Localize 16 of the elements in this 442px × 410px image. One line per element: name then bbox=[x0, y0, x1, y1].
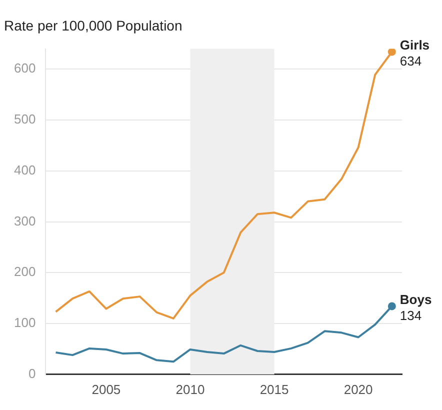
y-tick-label: 300 bbox=[14, 213, 36, 228]
data-label: 634 bbox=[400, 53, 422, 68]
x-tick-label: 2005 bbox=[92, 382, 121, 397]
x-tick-label: 2010 bbox=[176, 382, 205, 397]
y-tick-label: 600 bbox=[14, 60, 36, 76]
y-tick-label: 200 bbox=[14, 264, 36, 280]
y-tick-label: 100 bbox=[14, 315, 36, 330]
x-tick-label: 2020 bbox=[344, 382, 373, 397]
x-tick-label: 2015 bbox=[260, 382, 289, 397]
chart-title: Rate per 100,000 Population bbox=[4, 17, 182, 34]
data-label: 134 bbox=[400, 308, 422, 323]
y-tick-label: 500 bbox=[14, 112, 36, 127]
series-label: Girls bbox=[400, 37, 430, 52]
y-tick-label: 400 bbox=[14, 162, 36, 178]
series-label: Boys bbox=[400, 292, 432, 307]
y-tick-label: 0 bbox=[28, 366, 36, 381]
